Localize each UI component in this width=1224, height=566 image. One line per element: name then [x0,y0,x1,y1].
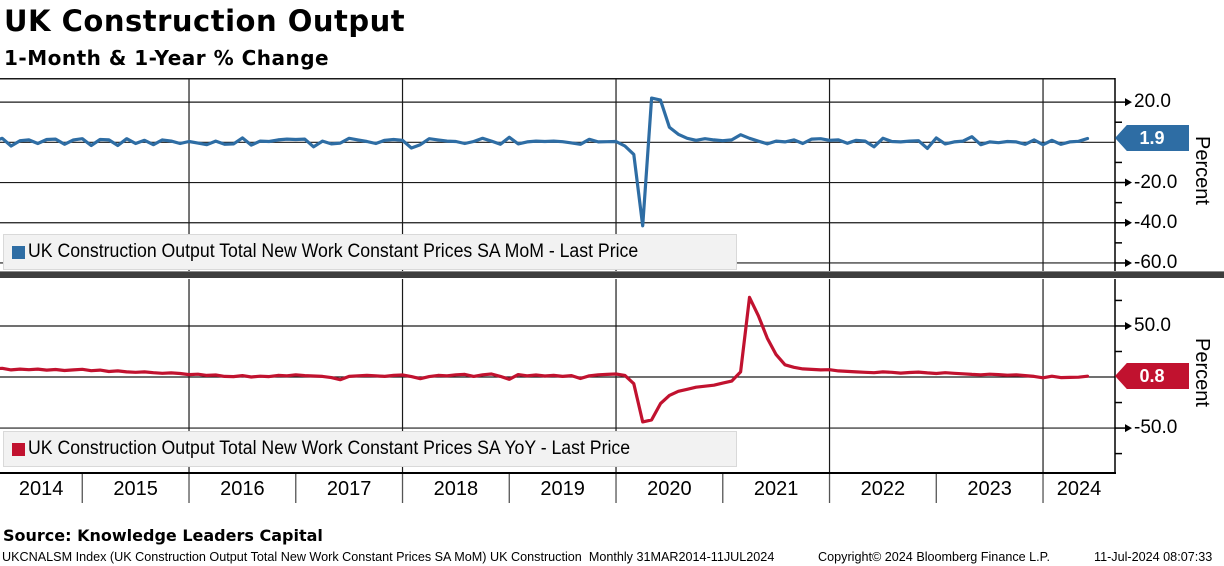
x-tick-label: 2020 [647,478,692,500]
mom-legend-color-square [12,245,25,259]
x-tick-label: 2018 [433,478,479,500]
yoy-legend: UK Construction Output Total New Work Co… [3,431,737,467]
y-axis [1114,78,1132,271]
yoy-last-price-tag: 0.8 [1115,363,1189,389]
y-tick-label: 20.0 [1134,91,1171,113]
ticker-description: UKCNALSM Index (UK Construction Output T… [2,549,775,564]
data-line [0,295,1090,424]
mom-last-price-tag: 1.9 [1115,125,1189,151]
y-tick-label: 50.0 [1134,314,1171,336]
x-tick-label: 2016 [220,478,265,500]
yoy-legend-label: UK Construction Output Total New Work Co… [28,438,631,459]
x-tick-label: 2023 [967,478,1012,500]
x-tick-label: 2014 [18,478,64,500]
gridlines [0,279,1115,473]
page-subtitle: 1-Month & 1-Year % Change [4,46,330,70]
copyright-notice: Copyright© 2024 Bloomberg Finance L.P. [818,549,1050,564]
mom-legend: UK Construction Output Total New Work Co… [3,234,737,270]
mom-legend-label: UK Construction Output Total New Work Co… [28,241,639,262]
x-tick-label: 2015 [113,478,158,500]
panel-separator [0,271,1224,278]
y-tick-label: -50.0 [1134,417,1178,439]
x-tick-label: 2024 [1056,478,1102,500]
x-tick-label: 2021 [753,478,799,500]
x-tick-label: 2019 [540,478,585,500]
y-tick-label: -40.0 [1134,211,1178,233]
y-tick-label: -20.0 [1134,171,1178,193]
mom-axis-title: Percent [1191,136,1213,205]
source-credit: Source: Knowledge Leaders Capital [3,526,323,545]
page-title: UK Construction Output [4,4,406,38]
mom-chart-panel [0,78,1132,271]
x-axis [0,472,1116,503]
yoy-axis-title: Percent [1191,338,1213,407]
yoy-legend-color-square [12,442,25,456]
x-tick-label: 2022 [860,478,906,500]
x-tick-label: 2017 [326,478,372,500]
data-line [0,96,1090,228]
y-tick-label: -60.0 [1134,251,1178,273]
timestamp: 11-Jul-2024 08:07:33 [1094,549,1213,564]
